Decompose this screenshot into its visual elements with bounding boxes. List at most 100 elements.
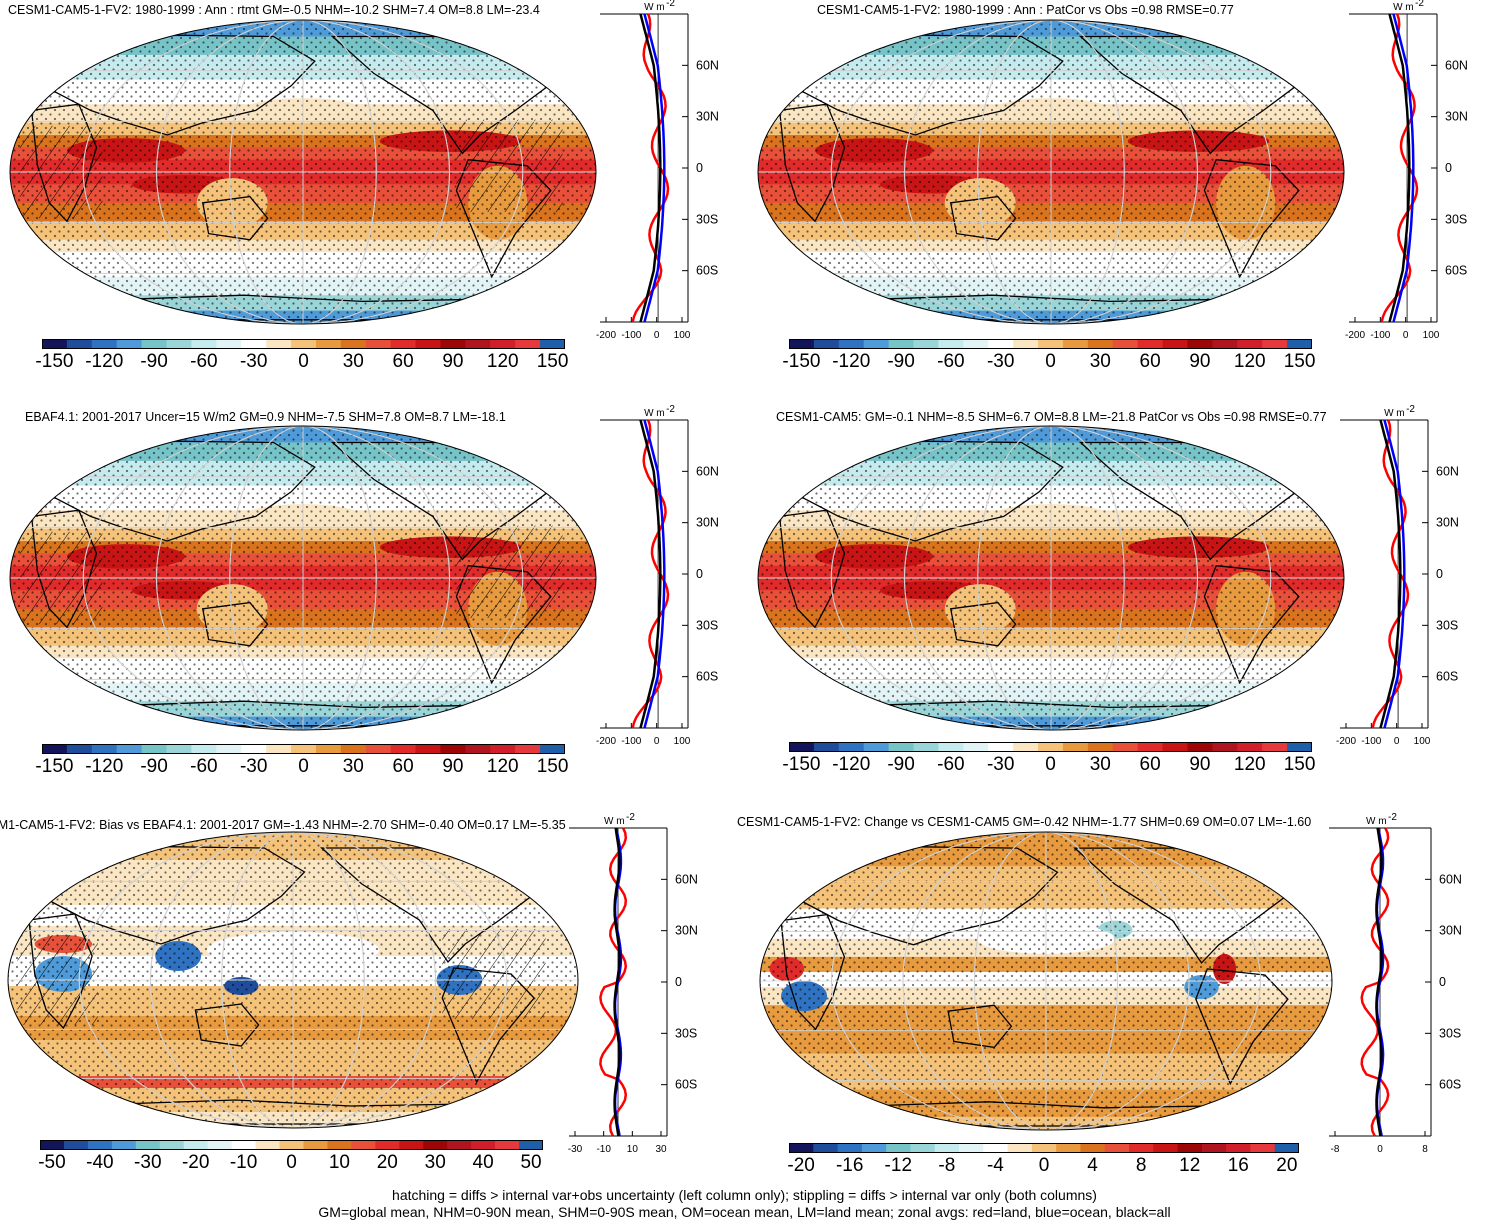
latitude-label: 30N bbox=[696, 516, 719, 530]
colorbar-swatch bbox=[1063, 742, 1088, 752]
zonal-x-tick-label: -30 bbox=[568, 1144, 583, 1155]
colorbar-swatch bbox=[1187, 742, 1212, 752]
colorbar-swatch bbox=[191, 339, 216, 349]
zonal-unit-exponent: -2 bbox=[1406, 404, 1415, 415]
colorbar-label: -60 bbox=[937, 754, 964, 776]
colorbar-label: -90 bbox=[140, 351, 167, 373]
latitude-label: 0 bbox=[696, 161, 703, 175]
zonal-unit-exponent: -2 bbox=[666, 404, 675, 415]
colorbar-swatch bbox=[1056, 1143, 1081, 1153]
colorbar-label: -50 bbox=[38, 1152, 65, 1174]
latitude-label: 0 bbox=[696, 567, 703, 581]
colorbar-swatch bbox=[351, 1140, 375, 1150]
zonal-x-tick-label: -10 bbox=[596, 1144, 611, 1155]
colorbar-swatch bbox=[167, 339, 192, 349]
colorbar-label: 150 bbox=[1284, 351, 1316, 373]
colorbar-label: 10 bbox=[329, 1152, 350, 1174]
colorbar-swatch bbox=[1088, 339, 1113, 349]
latitude-label: 30S bbox=[1439, 1026, 1461, 1040]
colorbar-label: 0 bbox=[286, 1152, 297, 1174]
colorbar-strip bbox=[789, 339, 1312, 351]
colorbar-swatch bbox=[136, 1140, 160, 1150]
colorbar-swatch bbox=[1178, 1143, 1203, 1153]
colorbar-label: 120 bbox=[1234, 754, 1266, 776]
colorbar-swatch bbox=[447, 1140, 471, 1150]
colorbar-label: 0 bbox=[298, 756, 309, 778]
zonal-x-tick-label: -100 bbox=[1361, 736, 1381, 747]
colorbar-label: 150 bbox=[537, 756, 569, 778]
colorbar-swatch bbox=[838, 1143, 863, 1153]
colorbar-swatch bbox=[1202, 1143, 1227, 1153]
zonal-unit-exponent: -2 bbox=[1388, 812, 1397, 823]
colorbar-swatch bbox=[316, 744, 341, 754]
colorbar-label: -12 bbox=[885, 1155, 912, 1177]
colorbar-label: -60 bbox=[190, 351, 217, 373]
zonal-unit-label: W m bbox=[1393, 2, 1414, 13]
colorbar-swatch bbox=[1287, 742, 1312, 752]
latitude-label: 60S bbox=[1439, 1078, 1461, 1092]
zonal-unit-exponent: -2 bbox=[666, 0, 675, 9]
colorbar-label: 60 bbox=[1140, 351, 1161, 373]
colorbar-swatch bbox=[117, 744, 142, 754]
colorbar-label: 150 bbox=[1284, 754, 1316, 776]
zonal-unit-label: W m bbox=[644, 2, 665, 13]
zonal-x-tick-label: 0 bbox=[1394, 736, 1400, 747]
colorbar-label: 12 bbox=[1179, 1155, 1200, 1177]
colorbar-swatch bbox=[1250, 1143, 1275, 1153]
colorbar-label: -60 bbox=[190, 756, 217, 778]
colorbar-swatch bbox=[1032, 1143, 1057, 1153]
latitude-label: 30S bbox=[1445, 212, 1467, 226]
colorbar-swatch bbox=[471, 1140, 495, 1150]
latitude-label: 30N bbox=[675, 924, 698, 938]
colorbar-swatch bbox=[495, 1140, 519, 1150]
colorbar-swatch bbox=[416, 339, 441, 349]
zonal-x-tick-label: 0 bbox=[654, 330, 660, 341]
colorbar-label: -30 bbox=[134, 1152, 161, 1174]
colorbar-swatch bbox=[963, 339, 988, 349]
colorbar-label: -120 bbox=[832, 754, 870, 776]
latitude-label: 60S bbox=[696, 264, 718, 278]
colorbar-label: 90 bbox=[442, 351, 463, 373]
colorbar-swatch bbox=[914, 742, 939, 752]
colorbar-swatch bbox=[789, 742, 814, 752]
colorbar-label: -40 bbox=[86, 1152, 113, 1174]
colorbar-swatch bbox=[67, 744, 92, 754]
colorbar-swatch bbox=[1163, 339, 1188, 349]
colorbar-swatch bbox=[1105, 1143, 1130, 1153]
colorbar-swatch bbox=[1275, 1143, 1299, 1153]
zonal-x-tick-label: 10 bbox=[627, 1144, 639, 1155]
colorbar-label: -120 bbox=[85, 756, 123, 778]
colorbar-swatch bbox=[862, 1143, 887, 1153]
world-map bbox=[8, 18, 598, 326]
colorbar-label: -30 bbox=[987, 351, 1014, 373]
colorbar-swatch bbox=[910, 1143, 935, 1153]
colorbar-swatch bbox=[316, 339, 341, 349]
colorbar-swatch bbox=[789, 339, 814, 349]
world-map bbox=[756, 424, 1346, 732]
colorbar-swatch bbox=[1013, 339, 1038, 349]
colorbar-swatch bbox=[983, 1143, 1008, 1153]
colorbar-label: 4 bbox=[1087, 1155, 1098, 1177]
colorbar-label: 30 bbox=[1090, 351, 1111, 373]
colorbar-swatch bbox=[540, 339, 565, 349]
colorbar-swatch bbox=[1237, 339, 1262, 349]
colorbar-swatch bbox=[889, 742, 914, 752]
colorbar-swatch bbox=[391, 744, 416, 754]
colorbar-swatch bbox=[935, 1143, 960, 1153]
colorbar-swatch bbox=[959, 1143, 984, 1153]
colorbar-swatch bbox=[864, 742, 889, 752]
colorbar-swatch bbox=[1226, 1143, 1251, 1153]
colorbar-swatch bbox=[1113, 339, 1138, 349]
colorbar-label: 20 bbox=[1276, 1155, 1297, 1177]
colorbar-swatch bbox=[515, 339, 540, 349]
footer-note-hatching: hatching = diffs > internal var+obs unce… bbox=[0, 1187, 1489, 1203]
colorbar-swatch bbox=[266, 339, 291, 349]
colorbar-swatch bbox=[1262, 339, 1287, 349]
colorbar-label: 0 bbox=[1045, 754, 1056, 776]
colorbar-strip bbox=[42, 339, 565, 351]
